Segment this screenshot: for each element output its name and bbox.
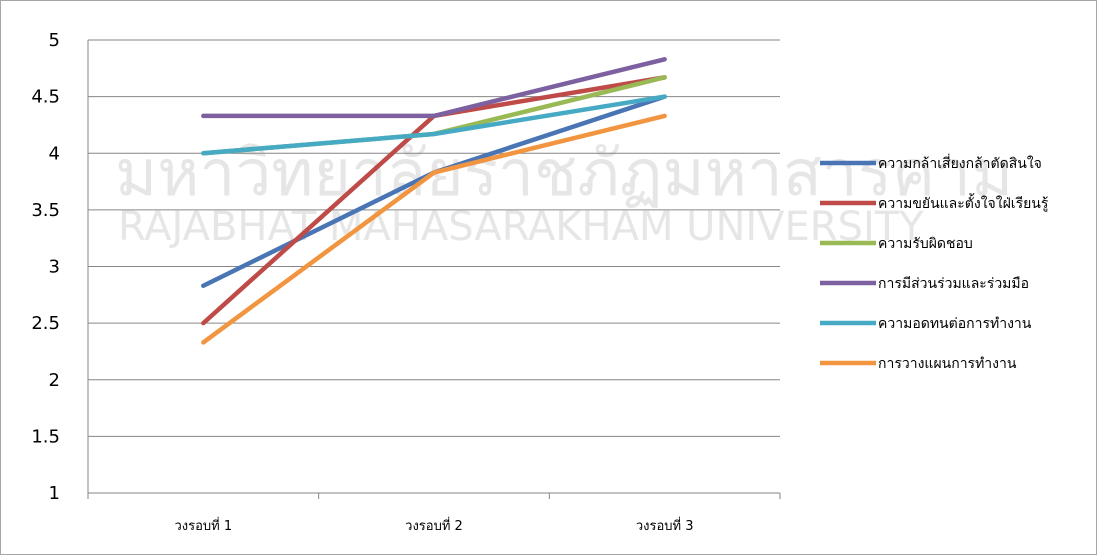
legend-label: ความอดทนต่อการทำงาน xyxy=(878,316,1032,332)
series-line-5 xyxy=(201,113,667,345)
y-axis-tick-labels: 1 1.5 2 2.5 3 3.5 4 4.5 5 xyxy=(31,30,60,504)
legend-item: ความรับผิดชอบ xyxy=(820,236,973,252)
legend-label: ความขยันและตั้งใจใฝ่เรียนรู้ xyxy=(878,193,1049,212)
gridlines xyxy=(88,39,780,494)
legend-item: ความขยันและตั้งใจใฝ่เรียนรู้ xyxy=(820,193,1049,212)
y-tick-label: 4 xyxy=(49,143,60,164)
series-line-3 xyxy=(201,57,667,119)
watermark: มหาวิทยาลัยราชภัฏมหาสารคาม RAJABHAT MAHA… xyxy=(115,137,1013,250)
watermark-english: RAJABHAT MAHASARAKHAM UNIVERSITY xyxy=(118,204,924,250)
legend-item: การมีส่วนร่วมและร่วมมือ xyxy=(820,276,1029,292)
legend: ความกล้าเสี่ยงกล้าตัดสินใจความขยันและตั้… xyxy=(820,154,1049,372)
axes xyxy=(87,40,781,499)
y-tick-label: 2 xyxy=(49,370,60,391)
series-line-4 xyxy=(201,94,667,156)
legend-item: การวางแผนการทำงาน xyxy=(820,356,1017,372)
legend-label: ความรับผิดชอบ xyxy=(878,236,973,252)
y-tick-label: 2.5 xyxy=(31,313,60,334)
y-tick-label: 3 xyxy=(49,257,60,278)
legend-label: การมีส่วนร่วมและร่วมมือ xyxy=(878,276,1029,292)
y-tick-label: 1.5 xyxy=(31,426,60,447)
legend-label: ความกล้าเสี่ยงกล้าตัดสินใจ xyxy=(878,154,1042,172)
legend-item: ความอดทนต่อการทำงาน xyxy=(820,316,1032,332)
x-category-label: วงรอบที่ 3 xyxy=(636,517,694,534)
y-tick-label: 5 xyxy=(49,30,60,51)
y-tick-label: 1 xyxy=(49,483,60,504)
series-lines xyxy=(201,57,667,345)
legend-label: การวางแผนการทำงาน xyxy=(878,356,1017,372)
x-category-label: วงรอบที่ 1 xyxy=(174,517,232,534)
x-axis-category-labels: วงรอบที่ 1 วงรอบที่ 2 วงรอบที่ 3 xyxy=(174,517,693,534)
y-tick-label: 3.5 xyxy=(31,200,60,221)
legend-item: ความกล้าเสี่ยงกล้าตัดสินใจ xyxy=(820,154,1042,172)
y-tick-label: 4.5 xyxy=(31,87,60,108)
x-category-label: วงรอบที่ 2 xyxy=(405,517,463,534)
